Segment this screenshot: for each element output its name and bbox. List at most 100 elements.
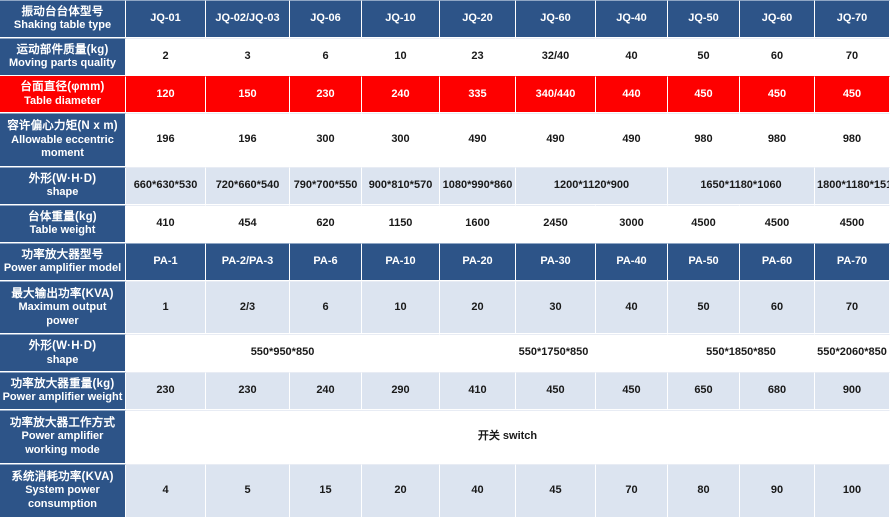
table-cell: PA-20 (440, 242, 516, 281)
table-cell: 开关 switch (126, 410, 890, 464)
header-row-label: 振动台台体型号 Shaking table type (0, 0, 126, 38)
row-label-cn: 运动部件质量(kg) (16, 43, 109, 56)
row-label-cn: 最大输出功率(KVA) (11, 287, 114, 300)
column-header-jq-40: JQ-40 (596, 0, 668, 38)
table-row: 运动部件质量(kg) Moving parts quality 2 3 6 10 23 32/… (0, 37, 890, 76)
table-row: 最大输出功率(KVA) Maximum output power 1 2/3 6 10 20… (0, 280, 890, 335)
table-cell: 680 (740, 372, 815, 410)
row-label: 台面直径(φmm) Table diameter (0, 75, 126, 114)
row-label-en: Power amplifier working mode (21, 430, 104, 457)
row-label: 功率放大器重量(kg) Power amplifier weight (0, 372, 126, 410)
row-label-cn: 功率放大器重量(kg) (10, 378, 115, 391)
row-label: 最大输出功率(KVA) Maximum output power (0, 280, 126, 335)
table-cell: 410 (440, 372, 516, 410)
table-cell: PA-70 (815, 242, 890, 281)
table-cell: 60 (740, 37, 815, 76)
table-cell: 3 (206, 37, 290, 76)
table-cell: 300 (362, 113, 440, 168)
row-label-en: Maximum output power (18, 300, 107, 327)
table-cell: 32/40 (516, 37, 596, 76)
table-cell: 1200*1120*900 (516, 167, 668, 205)
table-cell: 150 (206, 75, 290, 114)
column-header-jq-60: JQ-60 (516, 0, 596, 38)
table-cell: PA-1 (126, 242, 206, 281)
table-cell: 20 (440, 280, 516, 335)
row-label-cn: 外形(W·H·D) (28, 340, 97, 353)
table-cell: 1 (126, 280, 206, 335)
table-cell: PA-50 (668, 242, 740, 281)
row-label: 功率放大器型号 Power amplifier model (0, 242, 126, 281)
table-cell: 240 (290, 372, 362, 410)
table-cell: 15 (290, 463, 362, 518)
row-label-cn: 台体重量(kg) (28, 210, 97, 223)
column-header-jq-70: JQ-70 (815, 0, 890, 38)
table-cell: 980 (668, 113, 740, 168)
table-cell: 80 (668, 463, 740, 518)
table-cell: 10 (362, 37, 440, 76)
table-cell: 450 (668, 75, 740, 114)
table-row: 外形(W·H·D) shape 660*630*530 720*660*540 790*… (0, 167, 890, 205)
table-cell: 70 (815, 37, 890, 76)
table-cell: PA-60 (740, 242, 815, 281)
table-cell: 720*660*540 (206, 167, 290, 205)
table-row: 台面直径(φmm) Table diameter 120 150 230 240 335 34… (0, 75, 890, 114)
table-cell: 120 (126, 75, 206, 114)
table-cell: 550*2060*850 (815, 334, 890, 373)
table-cell: 230 (126, 372, 206, 410)
table-cell: 550*1750*850 (440, 334, 668, 373)
row-label: 容许偏心力矩(N x m) Allowable eccentric moment (0, 113, 126, 168)
row-label-cn: 容许偏心力矩(N x m) (7, 120, 118, 133)
table-cell: 620 (290, 205, 362, 243)
header-label-cn: 振动台台体型号 (21, 5, 104, 18)
column-header-jq-06: JQ-06 (290, 0, 362, 38)
table-cell: 230 (290, 75, 362, 114)
row-label-en: Allowable eccentric moment (11, 133, 114, 160)
column-header-jq-50: JQ-50 (668, 0, 740, 38)
row-label-cn: 功率放大器工作方式 (9, 417, 116, 430)
table-cell: 20 (362, 463, 440, 518)
table-cell: 290 (362, 372, 440, 410)
table-cell: 660*630*530 (126, 167, 206, 205)
table-cell: 450 (815, 75, 890, 114)
table-cell: PA-6 (290, 242, 362, 281)
table-cell: 30 (516, 280, 596, 335)
row-label-en: Table diameter (24, 94, 101, 107)
table-row: 功率放大器型号 Power amplifier model PA-1 PA-2/PA-… (0, 242, 890, 281)
table-cell: PA-30 (516, 242, 596, 281)
row-label: 外形(W·H·D) shape (0, 167, 126, 205)
table-cell: 410 (126, 205, 206, 243)
table-cell: 1080*990*860 (440, 167, 516, 205)
table-row: 功率放大器工作方式 Power amplifier working mode 开关 … (0, 410, 890, 464)
table-cell: 980 (815, 113, 890, 168)
row-label: 运动部件质量(kg) Moving parts quality (0, 37, 126, 76)
table-row: 外形(W·H·D) shape 550*950*850 550*1750*850 550… (0, 334, 890, 373)
table-cell: 1600 (440, 205, 516, 243)
row-label: 功率放大器工作方式 Power amplifier working mode (0, 410, 126, 464)
table-cell: 2/3 (206, 280, 290, 335)
row-label-en: shape (46, 186, 79, 199)
table-cell: 70 (815, 280, 890, 335)
column-header-jq-60: JQ-60 (740, 0, 815, 38)
table-cell: 40 (440, 463, 516, 518)
table-cell: 40 (596, 37, 668, 76)
row-label-en: System power consumption (25, 484, 100, 511)
table-cell: PA-2/PA-3 (206, 242, 290, 281)
table-cell: 4 (126, 463, 206, 518)
table-cell: 454 (206, 205, 290, 243)
row-label-cn: 功率放大器型号 (21, 248, 104, 261)
table-cell: 440 (596, 75, 668, 114)
table-cell: 1150 (362, 205, 440, 243)
table-cell: 50 (668, 280, 740, 335)
row-label-cn: 系统消耗功率(KVA) (11, 471, 114, 484)
table-cell: 900 (815, 372, 890, 410)
row-label: 台体重量(kg) Table weight (0, 205, 126, 243)
table-cell: 340/440 (516, 75, 596, 114)
table-cell: 2 (126, 37, 206, 76)
table-cell: 790*700*550 (290, 167, 362, 205)
table-cell: 450 (596, 372, 668, 410)
table-cell: 2450 (516, 205, 596, 243)
row-label: 系统消耗功率(KVA) System power consumption (0, 463, 126, 518)
table-cell: 980 (740, 113, 815, 168)
